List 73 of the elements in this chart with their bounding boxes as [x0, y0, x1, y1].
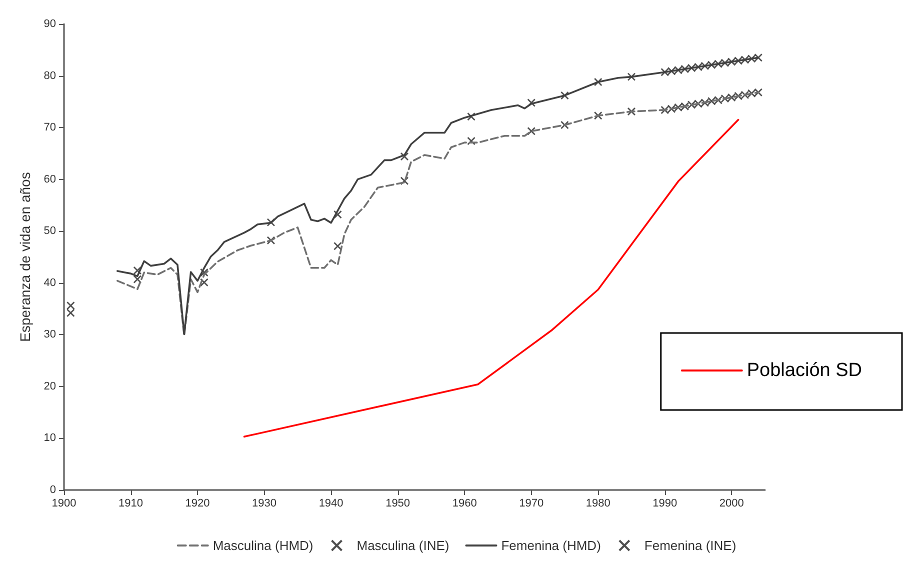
- y-tick-label: 10: [44, 432, 56, 444]
- point: [680, 102, 690, 111]
- point: [720, 94, 730, 103]
- point: [754, 53, 763, 62]
- y-tick-label: 0: [50, 484, 56, 496]
- point: [714, 96, 722, 104]
- point: [700, 98, 710, 107]
- point: [594, 111, 602, 120]
- point: [740, 56, 750, 64]
- point: [667, 104, 676, 114]
- point: [560, 91, 569, 100]
- point: [627, 107, 636, 116]
- y-tick-label: 50: [44, 225, 56, 238]
- line-series: [243, 118, 740, 438]
- point: [687, 100, 696, 109]
- point: [734, 92, 742, 100]
- point: [727, 58, 736, 66]
- point: [560, 120, 569, 130]
- y-tick-label: 80: [44, 70, 56, 82]
- point: [334, 242, 342, 250]
- legend-label: Masculina (HMD): [212, 538, 314, 553]
- x-tick-label: 1940: [318, 498, 344, 510]
- point: [720, 58, 730, 68]
- y-axis-title: Esperanza de vida en años: [17, 172, 33, 342]
- x-tick-label: 1990: [652, 498, 678, 510]
- point: [700, 62, 710, 70]
- legend-label: Femenina (HMD): [501, 538, 601, 553]
- x-tick-label: 1930: [252, 498, 277, 510]
- point: [707, 60, 716, 70]
- x-tick-label: 1920: [185, 498, 210, 510]
- legend-label: Femenina (INE): [644, 538, 736, 553]
- point: [694, 62, 702, 72]
- legend-label: Población SD: [746, 360, 862, 381]
- point: [674, 103, 682, 112]
- point: [754, 88, 763, 97]
- point: [527, 126, 536, 136]
- point: [627, 72, 636, 82]
- point: [734, 56, 742, 65]
- x-tick-label: 2000: [719, 498, 744, 510]
- point: [707, 96, 716, 106]
- y-tick-label: 90: [44, 18, 56, 30]
- x-tick-label: 1980: [586, 498, 610, 510]
- point: [660, 106, 670, 114]
- point: [660, 68, 670, 76]
- y-tick-label: 40: [44, 276, 56, 289]
- point: [467, 136, 476, 146]
- point: [400, 152, 409, 161]
- point: [740, 90, 750, 100]
- y-tick-label: 70: [44, 122, 56, 134]
- x-tick-label: 1960: [452, 498, 477, 510]
- point: [667, 66, 676, 76]
- point: [747, 89, 756, 98]
- y-tick-label: 30: [44, 328, 56, 341]
- point: [694, 100, 702, 108]
- point: [594, 78, 602, 86]
- x-tick-label: 1950: [386, 498, 410, 510]
- point: [266, 218, 276, 227]
- point: [674, 66, 682, 74]
- point: [687, 64, 696, 72]
- point: [400, 176, 409, 186]
- point: [747, 54, 756, 63]
- x-tick-label: 1900: [52, 498, 76, 510]
- point: [714, 60, 722, 68]
- x-tick-label: 1970: [519, 498, 544, 510]
- point: [334, 210, 342, 219]
- legend-label: Masculina (INE): [356, 538, 450, 553]
- point: [266, 236, 276, 245]
- y-tick-label: 20: [44, 380, 56, 392]
- point: [680, 64, 690, 74]
- point: [467, 112, 476, 121]
- point: [727, 93, 736, 102]
- y-tick-label: 60: [44, 173, 56, 186]
- x-tick-label: 1910: [118, 498, 144, 510]
